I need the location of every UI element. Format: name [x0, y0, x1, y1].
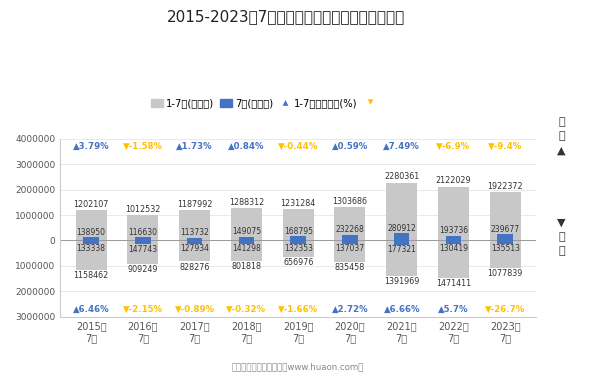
Text: 1288312: 1288312: [229, 198, 264, 207]
Bar: [498, 234, 513, 241]
Text: 1231284: 1231284: [281, 199, 316, 208]
Text: 1922372: 1922372: [488, 182, 523, 191]
Text: 828276: 828276: [179, 263, 210, 272]
Text: 280912: 280912: [387, 224, 416, 233]
Text: ▼-1.58%: ▼-1.58%: [123, 142, 163, 151]
Text: 177321: 177321: [387, 245, 416, 254]
Text: 1012532: 1012532: [125, 205, 160, 214]
Text: ▼-0.32%: ▼-0.32%: [226, 304, 266, 313]
Text: 133338: 133338: [77, 244, 105, 253]
Text: 113732: 113732: [180, 228, 209, 237]
Text: ▲7.49%: ▲7.49%: [383, 142, 420, 151]
Text: 2015-2023年7月郑州新郑综合保税区进、出口额: 2015-2023年7月郑州新郑综合保税区进、出口额: [167, 9, 405, 24]
Bar: [187, 241, 203, 244]
Bar: [76, 241, 107, 270]
Bar: [386, 241, 417, 276]
Text: ▼-6.9%: ▼-6.9%: [436, 142, 471, 151]
Bar: [334, 207, 365, 241]
Bar: [179, 210, 210, 241]
Text: ▼-0.44%: ▼-0.44%: [278, 142, 318, 151]
Text: ▲2.72%: ▲2.72%: [331, 304, 368, 313]
Text: ▲0.84%: ▲0.84%: [228, 142, 265, 151]
Legend: 1-7月(万美元), 7月(万美元), 1-7月同比增速(%), : 1-7月(万美元), 7月(万美元), 1-7月同比增速(%),: [147, 94, 383, 112]
Bar: [490, 241, 521, 268]
Bar: [438, 241, 469, 278]
Text: ▲6.46%: ▲6.46%: [73, 304, 110, 313]
Text: 137037: 137037: [336, 244, 365, 253]
Bar: [238, 241, 254, 244]
Bar: [490, 192, 521, 241]
Bar: [179, 241, 210, 261]
Text: ▼-0.89%: ▼-0.89%: [175, 304, 215, 313]
Text: 193736: 193736: [439, 226, 468, 235]
Text: ▲5.7%: ▲5.7%: [438, 304, 468, 313]
Text: ▲3.79%: ▲3.79%: [73, 142, 110, 151]
Bar: [290, 236, 306, 241]
Bar: [446, 235, 461, 241]
Text: 132353: 132353: [284, 244, 313, 253]
Bar: [83, 241, 99, 244]
Text: ▼-9.4%: ▼-9.4%: [488, 142, 522, 151]
Bar: [135, 241, 151, 244]
Text: ▲0.59%: ▲0.59%: [332, 142, 368, 151]
Bar: [231, 208, 262, 241]
Text: 909249: 909249: [128, 265, 158, 274]
Text: 801818: 801818: [231, 262, 262, 271]
Text: 149075: 149075: [232, 227, 261, 236]
Text: 138950: 138950: [77, 228, 105, 236]
Bar: [394, 233, 409, 241]
Text: 1187992: 1187992: [177, 200, 212, 209]
Text: 1471411: 1471411: [436, 279, 471, 288]
Text: ▼-1.66%: ▼-1.66%: [278, 304, 318, 313]
Text: 2122029: 2122029: [436, 176, 471, 185]
Text: 1303686: 1303686: [333, 197, 368, 206]
Bar: [187, 238, 203, 241]
Bar: [135, 238, 151, 241]
Bar: [83, 237, 99, 241]
Text: 239677: 239677: [491, 225, 520, 234]
Text: ▲1.73%: ▲1.73%: [176, 142, 213, 151]
Bar: [238, 237, 254, 241]
Text: 116630: 116630: [128, 228, 157, 237]
Bar: [128, 215, 159, 241]
Text: 147743: 147743: [128, 245, 157, 254]
Bar: [394, 241, 409, 245]
Text: 141298: 141298: [232, 244, 261, 253]
Bar: [386, 182, 417, 241]
Text: 出
口
▲: 出 口 ▲: [557, 117, 566, 155]
Bar: [290, 241, 306, 244]
Text: 168795: 168795: [284, 227, 313, 236]
Text: 135513: 135513: [491, 244, 520, 253]
Text: 1077839: 1077839: [488, 269, 523, 278]
Text: ▲6.66%: ▲6.66%: [383, 304, 420, 313]
Text: ▼-2.15%: ▼-2.15%: [123, 304, 163, 313]
Text: 127934: 127934: [180, 244, 209, 253]
Bar: [438, 186, 469, 241]
Text: 130419: 130419: [439, 244, 468, 253]
Bar: [128, 241, 159, 264]
Text: 1391969: 1391969: [384, 277, 420, 286]
Bar: [231, 241, 262, 261]
Text: ▼-26.7%: ▼-26.7%: [485, 304, 525, 313]
Bar: [342, 235, 358, 241]
Text: 制图：华经产业研究院（www.huaon.com）: 制图：华经产业研究院（www.huaon.com）: [232, 362, 364, 371]
Bar: [342, 241, 358, 244]
Bar: [283, 241, 313, 257]
Bar: [446, 241, 461, 244]
Text: 1202107: 1202107: [73, 200, 109, 209]
Text: 2280361: 2280361: [384, 172, 420, 181]
Text: 232268: 232268: [336, 225, 364, 234]
Text: 1158462: 1158462: [73, 271, 109, 280]
Text: ▼
进
口: ▼ 进 口: [557, 218, 566, 256]
Bar: [76, 210, 107, 241]
Bar: [283, 209, 313, 241]
Bar: [334, 241, 365, 262]
Text: 656976: 656976: [283, 258, 313, 267]
Bar: [498, 241, 513, 244]
Text: 835458: 835458: [335, 263, 365, 272]
